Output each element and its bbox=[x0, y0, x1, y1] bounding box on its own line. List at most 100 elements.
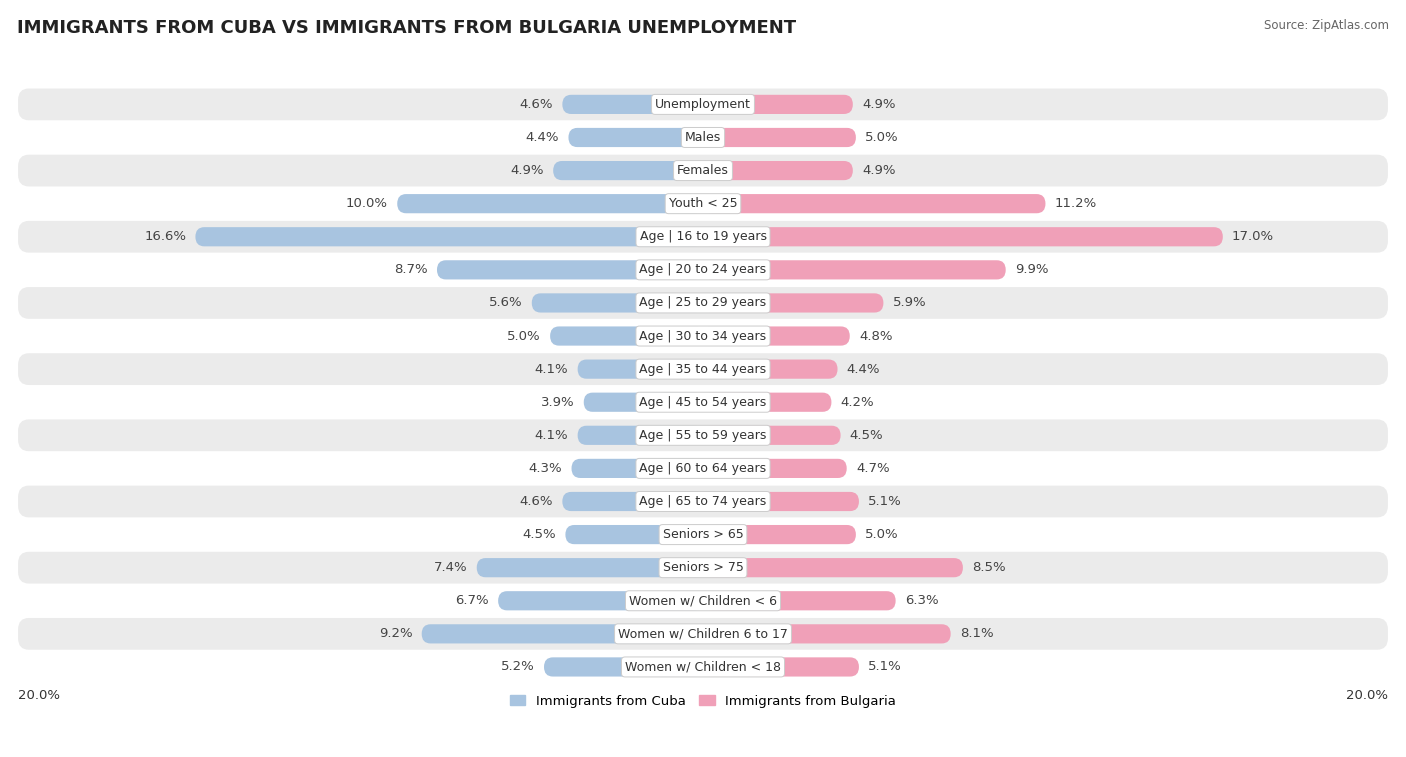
Text: 4.9%: 4.9% bbox=[862, 164, 896, 177]
FancyBboxPatch shape bbox=[562, 95, 703, 114]
Text: Males: Males bbox=[685, 131, 721, 144]
Text: 5.2%: 5.2% bbox=[501, 660, 534, 674]
FancyBboxPatch shape bbox=[18, 485, 1388, 517]
Text: 5.6%: 5.6% bbox=[489, 297, 523, 310]
Text: Source: ZipAtlas.com: Source: ZipAtlas.com bbox=[1264, 19, 1389, 32]
Text: 4.6%: 4.6% bbox=[520, 495, 553, 508]
FancyBboxPatch shape bbox=[18, 453, 1388, 484]
Text: 5.9%: 5.9% bbox=[893, 297, 927, 310]
FancyBboxPatch shape bbox=[18, 287, 1388, 319]
Text: Age | 35 to 44 years: Age | 35 to 44 years bbox=[640, 363, 766, 375]
Text: 8.5%: 8.5% bbox=[972, 561, 1005, 574]
FancyBboxPatch shape bbox=[18, 188, 1388, 220]
Text: Age | 30 to 34 years: Age | 30 to 34 years bbox=[640, 329, 766, 342]
Text: 11.2%: 11.2% bbox=[1054, 197, 1097, 210]
Text: 4.9%: 4.9% bbox=[862, 98, 896, 111]
FancyBboxPatch shape bbox=[18, 419, 1388, 451]
Text: 3.9%: 3.9% bbox=[541, 396, 575, 409]
FancyBboxPatch shape bbox=[571, 459, 703, 478]
Text: 4.5%: 4.5% bbox=[523, 528, 557, 541]
Text: 6.3%: 6.3% bbox=[905, 594, 938, 607]
FancyBboxPatch shape bbox=[18, 552, 1388, 584]
Text: Unemployment: Unemployment bbox=[655, 98, 751, 111]
Text: 5.0%: 5.0% bbox=[865, 131, 898, 144]
Text: IMMIGRANTS FROM CUBA VS IMMIGRANTS FROM BULGARIA UNEMPLOYMENT: IMMIGRANTS FROM CUBA VS IMMIGRANTS FROM … bbox=[17, 19, 796, 37]
FancyBboxPatch shape bbox=[703, 393, 831, 412]
FancyBboxPatch shape bbox=[568, 128, 703, 147]
Text: 4.1%: 4.1% bbox=[534, 428, 568, 442]
Text: Age | 45 to 54 years: Age | 45 to 54 years bbox=[640, 396, 766, 409]
FancyBboxPatch shape bbox=[703, 625, 950, 643]
Text: 5.0%: 5.0% bbox=[865, 528, 898, 541]
FancyBboxPatch shape bbox=[498, 591, 703, 610]
FancyBboxPatch shape bbox=[531, 294, 703, 313]
FancyBboxPatch shape bbox=[550, 326, 703, 346]
FancyBboxPatch shape bbox=[703, 95, 853, 114]
FancyBboxPatch shape bbox=[18, 585, 1388, 617]
Text: 16.6%: 16.6% bbox=[145, 230, 186, 243]
FancyBboxPatch shape bbox=[18, 122, 1388, 154]
Text: 4.4%: 4.4% bbox=[526, 131, 560, 144]
Text: Seniors > 75: Seniors > 75 bbox=[662, 561, 744, 574]
Text: Age | 16 to 19 years: Age | 16 to 19 years bbox=[640, 230, 766, 243]
Text: 5.1%: 5.1% bbox=[868, 495, 901, 508]
Text: Women w/ Children < 6: Women w/ Children < 6 bbox=[628, 594, 778, 607]
Text: 7.4%: 7.4% bbox=[434, 561, 468, 574]
Text: Women w/ Children 6 to 17: Women w/ Children 6 to 17 bbox=[619, 628, 787, 640]
FancyBboxPatch shape bbox=[703, 657, 859, 677]
Text: 4.4%: 4.4% bbox=[846, 363, 880, 375]
FancyBboxPatch shape bbox=[703, 459, 846, 478]
FancyBboxPatch shape bbox=[703, 558, 963, 578]
FancyBboxPatch shape bbox=[703, 128, 856, 147]
Text: Females: Females bbox=[678, 164, 728, 177]
Text: Age | 25 to 29 years: Age | 25 to 29 years bbox=[640, 297, 766, 310]
FancyBboxPatch shape bbox=[578, 425, 703, 445]
Text: 17.0%: 17.0% bbox=[1232, 230, 1274, 243]
Text: Women w/ Children < 18: Women w/ Children < 18 bbox=[626, 660, 780, 674]
Text: 4.7%: 4.7% bbox=[856, 462, 890, 475]
Text: 4.9%: 4.9% bbox=[510, 164, 544, 177]
Text: 5.1%: 5.1% bbox=[868, 660, 901, 674]
FancyBboxPatch shape bbox=[703, 294, 883, 313]
Text: 8.1%: 8.1% bbox=[960, 628, 994, 640]
Legend: Immigrants from Cuba, Immigrants from Bulgaria: Immigrants from Cuba, Immigrants from Bu… bbox=[505, 690, 901, 713]
Text: Age | 65 to 74 years: Age | 65 to 74 years bbox=[640, 495, 766, 508]
Text: Age | 55 to 59 years: Age | 55 to 59 years bbox=[640, 428, 766, 442]
FancyBboxPatch shape bbox=[18, 89, 1388, 120]
FancyBboxPatch shape bbox=[477, 558, 703, 578]
FancyBboxPatch shape bbox=[18, 519, 1388, 550]
FancyBboxPatch shape bbox=[195, 227, 703, 246]
FancyBboxPatch shape bbox=[437, 260, 703, 279]
FancyBboxPatch shape bbox=[703, 360, 838, 378]
FancyBboxPatch shape bbox=[703, 425, 841, 445]
FancyBboxPatch shape bbox=[703, 161, 853, 180]
Text: 4.8%: 4.8% bbox=[859, 329, 893, 342]
FancyBboxPatch shape bbox=[18, 254, 1388, 285]
FancyBboxPatch shape bbox=[18, 154, 1388, 186]
Text: 5.0%: 5.0% bbox=[508, 329, 541, 342]
FancyBboxPatch shape bbox=[18, 651, 1388, 683]
FancyBboxPatch shape bbox=[703, 326, 849, 346]
FancyBboxPatch shape bbox=[703, 591, 896, 610]
FancyBboxPatch shape bbox=[703, 194, 1046, 213]
FancyBboxPatch shape bbox=[544, 657, 703, 677]
Text: Seniors > 65: Seniors > 65 bbox=[662, 528, 744, 541]
Text: Age | 60 to 64 years: Age | 60 to 64 years bbox=[640, 462, 766, 475]
FancyBboxPatch shape bbox=[565, 525, 703, 544]
FancyBboxPatch shape bbox=[703, 492, 859, 511]
FancyBboxPatch shape bbox=[398, 194, 703, 213]
Text: 20.0%: 20.0% bbox=[18, 689, 60, 702]
Text: 8.7%: 8.7% bbox=[394, 263, 427, 276]
FancyBboxPatch shape bbox=[703, 260, 1005, 279]
Text: 9.9%: 9.9% bbox=[1015, 263, 1049, 276]
Text: Youth < 25: Youth < 25 bbox=[669, 197, 737, 210]
Text: 10.0%: 10.0% bbox=[346, 197, 388, 210]
FancyBboxPatch shape bbox=[703, 227, 1223, 246]
FancyBboxPatch shape bbox=[18, 618, 1388, 650]
Text: 9.2%: 9.2% bbox=[378, 628, 412, 640]
Text: 6.7%: 6.7% bbox=[456, 594, 489, 607]
FancyBboxPatch shape bbox=[578, 360, 703, 378]
Text: Age | 20 to 24 years: Age | 20 to 24 years bbox=[640, 263, 766, 276]
FancyBboxPatch shape bbox=[18, 354, 1388, 385]
FancyBboxPatch shape bbox=[18, 386, 1388, 418]
